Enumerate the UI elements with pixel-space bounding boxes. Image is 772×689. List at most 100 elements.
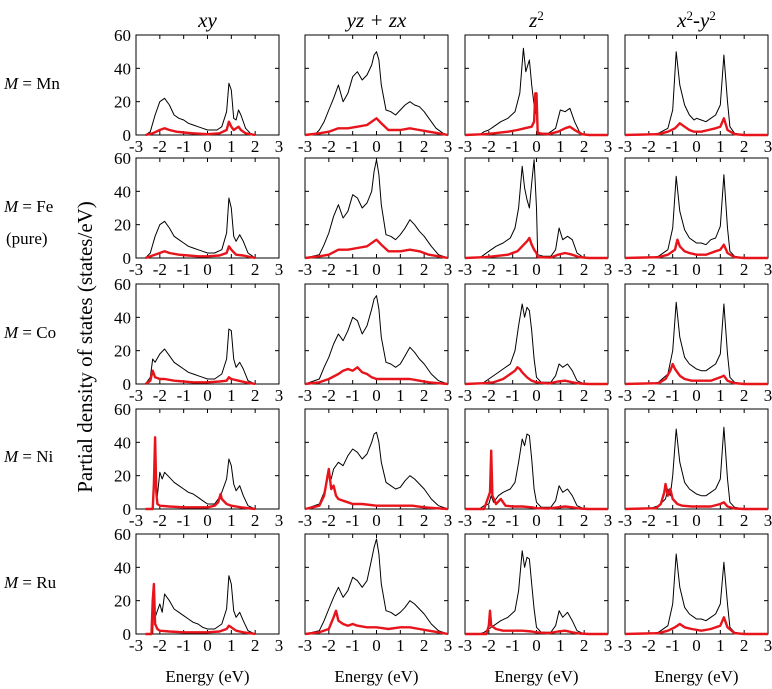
y-tick-label: 20: [114, 467, 131, 486]
series-impurity-line: [624, 238, 768, 260]
x-tick-label: 3: [444, 636, 453, 655]
y-tick-label: 20: [114, 93, 131, 112]
series-total-line: [304, 159, 449, 259]
x-tick-label: 1: [227, 386, 236, 405]
panel-Fe-z2: -3 -2 -1 0 1 2 3: [458, 157, 612, 279]
row-label-var: M: [3, 573, 19, 592]
x-axis-label-z2: Energy (eV): [494, 667, 578, 686]
series-impurity-line: [304, 238, 449, 260]
x-tick-label: -1: [346, 636, 360, 655]
y-tick-label: 60: [114, 400, 131, 419]
x-tick-label: 2: [251, 137, 260, 156]
x-tick-label: -1: [346, 386, 360, 405]
column-title-part: 2: [709, 8, 716, 23]
x-tick-label: 0: [372, 386, 381, 405]
series-total-line: [145, 197, 256, 259]
x-tick-label: -1: [346, 511, 360, 530]
panel-frame: [304, 408, 449, 510]
x-tick-label: 2: [251, 636, 260, 655]
x-tick-label: 0: [532, 511, 541, 530]
x-tick-label: 3: [764, 137, 772, 156]
x-tick-label: 0: [372, 636, 381, 655]
panel-frame: [304, 283, 449, 385]
y-tick-label: 60: [114, 26, 131, 45]
panel-frame: [464, 408, 609, 510]
series-total-line: [625, 301, 768, 385]
series-total-line: [304, 431, 449, 510]
x-tick-label: -3: [298, 636, 312, 655]
x-tick-label: 1: [227, 137, 236, 156]
panel-frame: [464, 533, 609, 635]
panel-frame: [135, 34, 280, 136]
column-title-part: 2: [687, 8, 694, 23]
x-tick-label: 1: [227, 260, 236, 279]
row-label-element: = Fe: [18, 197, 53, 216]
x-tick-label: -1: [346, 260, 360, 279]
x-tick-label: -3: [298, 386, 312, 405]
x-tick-label: -3: [129, 260, 143, 279]
x-tick-label: 1: [556, 137, 565, 156]
panel-Mn-x2y2: -3 -2 -1 0 1 2 3: [618, 34, 772, 156]
row-label-var: M: [3, 74, 19, 93]
x-tick-label: -2: [642, 137, 656, 156]
panel-Ru-z2: -3 -2 -1 0 1 2 3: [458, 533, 613, 655]
x-tick-label: -3: [458, 511, 472, 530]
x-tick-label: -1: [506, 511, 520, 530]
series-impurity-line: [145, 436, 256, 511]
x-tick-label: -3: [129, 511, 143, 530]
x-tick-label: 0: [532, 636, 541, 655]
series-total-line: [304, 538, 449, 635]
x-tick-label: 1: [556, 511, 565, 530]
x-tick-label: 3: [275, 386, 284, 405]
x-axis-label-yzzx: Energy (eV): [334, 667, 418, 686]
x-tick-label: 2: [740, 137, 749, 156]
x-tick-label: -3: [458, 260, 472, 279]
y-tick-label: 40: [114, 59, 131, 78]
series-impurity-line: [145, 120, 256, 137]
x-tick-label: 0: [372, 511, 381, 530]
x-tick-label: 1: [396, 511, 405, 530]
panel-Fe-yzzx: -3 -2 -1 0 1 2 3: [298, 157, 452, 279]
column-title-part: -y: [693, 8, 710, 32]
x-tick-label: 3: [764, 260, 772, 279]
column-title-part: xy: [197, 8, 217, 32]
x-tick-label: 0: [532, 386, 541, 405]
row-label-Mn: M = Mn: [3, 74, 60, 93]
column-title-z2: z2: [528, 8, 544, 33]
row-label-Co: M = Co: [3, 323, 56, 342]
x-tick-label: 0: [372, 260, 381, 279]
series-impurity-line: [465, 609, 608, 636]
x-tick-label: -3: [298, 260, 312, 279]
x-tick-label: 0: [692, 511, 701, 530]
column-title-x2y2: x2-y2: [676, 8, 716, 33]
x-tick-label: 3: [275, 260, 284, 279]
column-title-part: yz + zx: [345, 8, 407, 32]
x-tick-label: 2: [580, 386, 589, 405]
x-tick-label: 3: [444, 511, 453, 530]
x-tick-label: 3: [764, 636, 772, 655]
panel-frame: [135, 533, 280, 635]
row-label-element: = Co: [18, 323, 56, 342]
x-tick-label: -1: [177, 386, 191, 405]
x-tick-label: 3: [604, 386, 613, 405]
x-tick-label: 3: [764, 386, 772, 405]
x-tick-label: 3: [604, 137, 613, 156]
x-tick-label: 1: [227, 636, 236, 655]
x-tick-label: 0: [372, 137, 381, 156]
x-tick-label: 0: [692, 260, 701, 279]
x-tick-label: -2: [482, 260, 496, 279]
x-tick-label: 2: [580, 137, 589, 156]
y-tick-label: 60: [114, 525, 131, 544]
row-label-var: M: [3, 447, 19, 466]
y-tick-label: 0: [123, 249, 132, 268]
x-tick-label: 3: [604, 636, 613, 655]
row-label-var: M: [3, 197, 19, 216]
series-impurity-line: [624, 616, 768, 636]
x-tick-label: 2: [740, 260, 749, 279]
series-impurity-line: [304, 366, 449, 386]
series-total-line: [625, 51, 768, 136]
series-total-line: [304, 295, 449, 385]
x-tick-label: -1: [177, 260, 191, 279]
series-impurity-line: [624, 117, 768, 137]
row-labels: M = MnM = Fe(pure)M = CoM = NiM = Ru: [3, 74, 60, 592]
